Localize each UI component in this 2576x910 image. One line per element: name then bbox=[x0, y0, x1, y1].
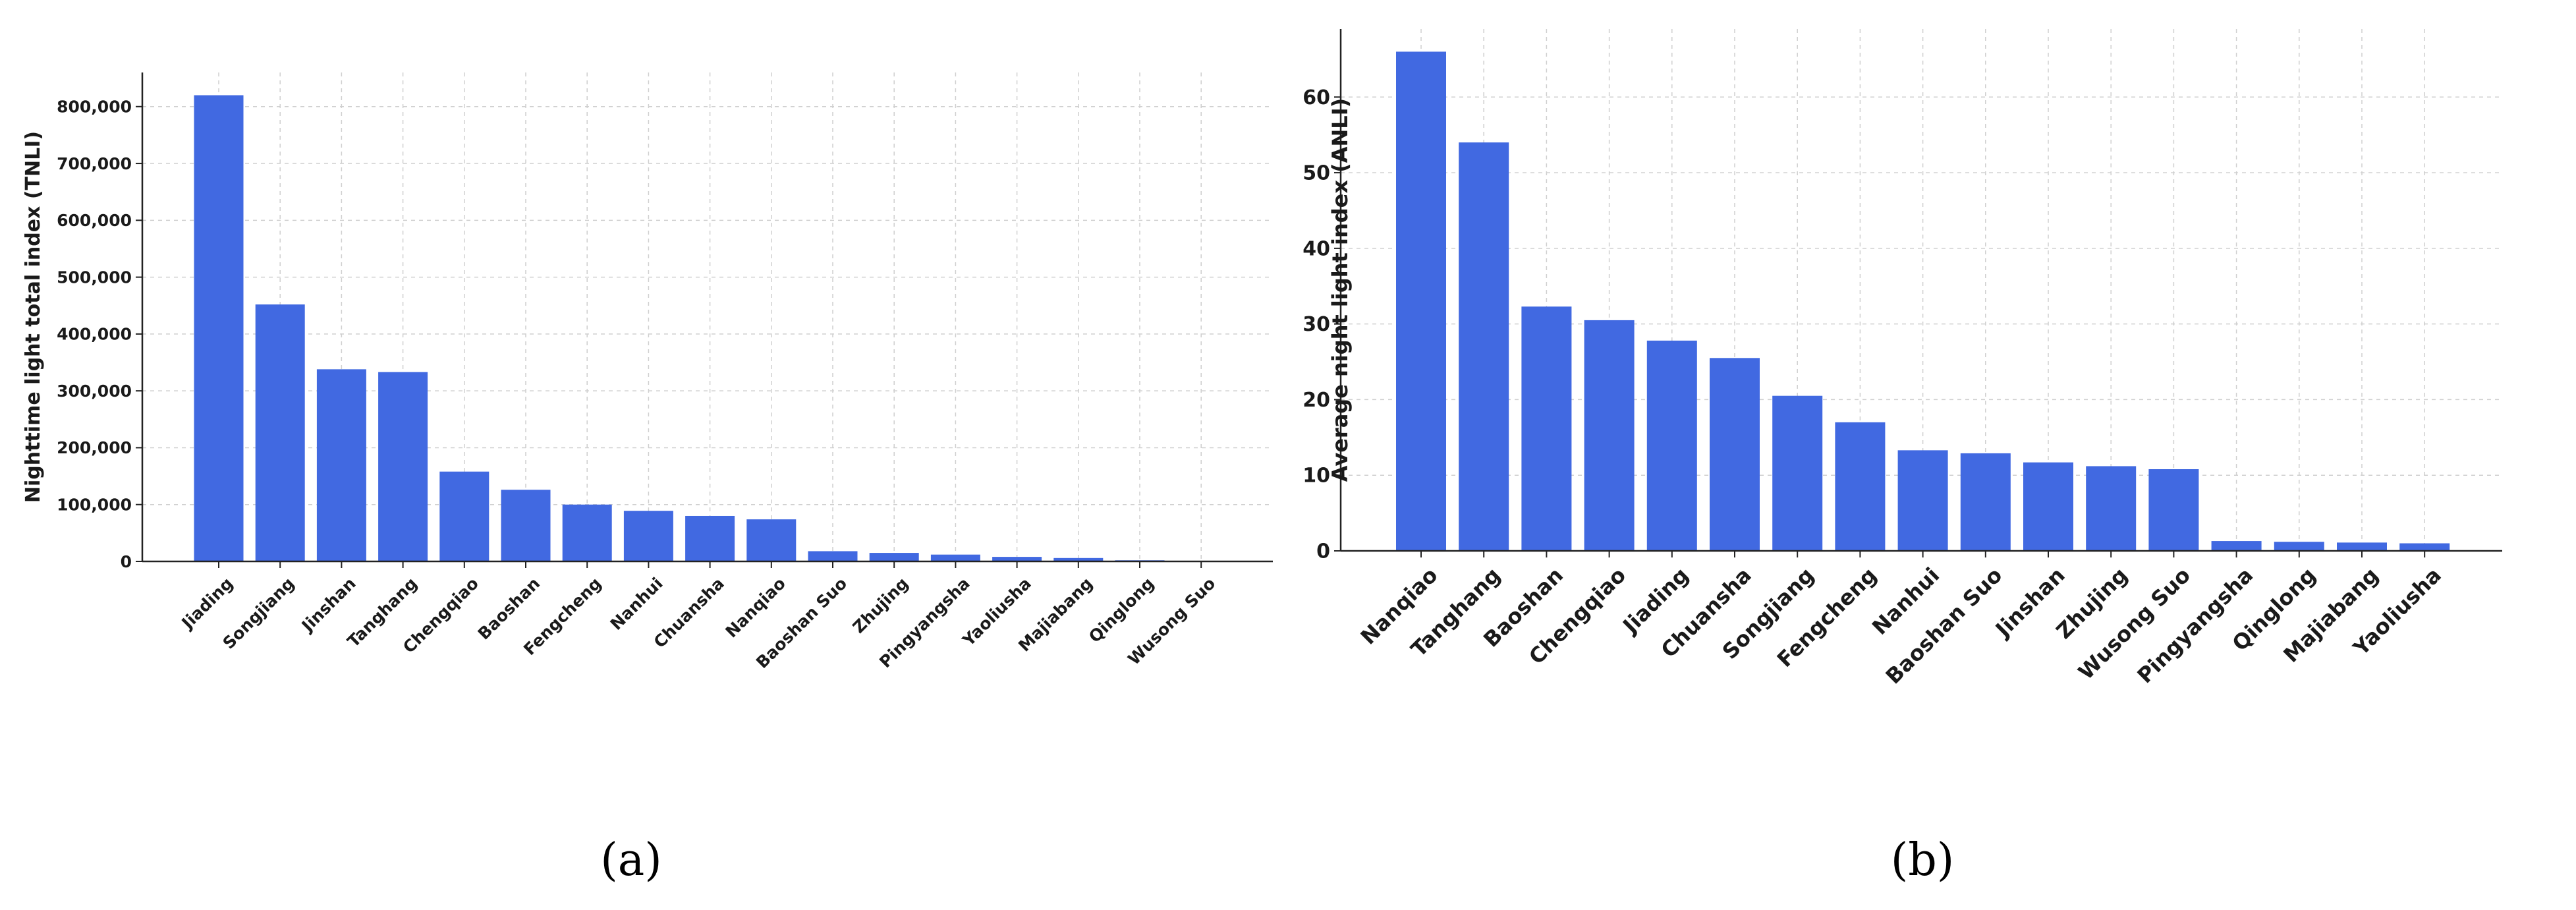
y-tick-label: 0 bbox=[121, 552, 132, 571]
bar-chengqiao bbox=[1584, 320, 1635, 551]
x-tick-label: Nanhui bbox=[607, 574, 667, 634]
y-tick-label: 20 bbox=[1302, 389, 1330, 412]
bar-baoshan-suo bbox=[1960, 453, 2011, 551]
chart-panel-b: 0102030405060NanqiaoTanghangBaoshanCheng… bbox=[1302, 29, 2502, 689]
bar-baoshan bbox=[501, 490, 551, 561]
bar-majiabang bbox=[1053, 557, 1104, 561]
x-tick-label: Pingyangsha bbox=[2133, 563, 2258, 689]
bar-jinshan bbox=[2023, 462, 2073, 551]
bar-yaoliusha bbox=[2399, 543, 2450, 551]
y-tick-label: 0 bbox=[1316, 540, 1330, 563]
bar-nanhui bbox=[1897, 450, 1948, 551]
bar-chengqiao bbox=[439, 471, 490, 561]
bar-pingyangsha bbox=[2211, 541, 2262, 551]
chart-panel-a: 0 100,000 200,000 300,000 400,000 500,000 600,… bbox=[22, 72, 1273, 672]
bar-baoshan-suo bbox=[808, 551, 858, 561]
y-tick-label: 50 bbox=[1302, 162, 1330, 185]
y-tick-label: 200,000 bbox=[57, 438, 132, 457]
bar-jiading bbox=[194, 95, 244, 562]
y-tick-label: 400,000 bbox=[57, 325, 132, 344]
bar-zhujing bbox=[2086, 466, 2137, 551]
y-tick-label: 100,000 bbox=[57, 495, 132, 514]
x-tick-label: Zhujing bbox=[849, 574, 912, 637]
bar-jinshan bbox=[316, 369, 366, 561]
bar-chuansha bbox=[1710, 358, 1760, 551]
y-tick-label: 500,000 bbox=[57, 268, 132, 287]
bar-nanqiao bbox=[746, 519, 797, 561]
bar-chuansha bbox=[685, 515, 735, 561]
x-tick-label: Wusong Suo bbox=[2073, 563, 2195, 685]
y-tick-label: 40 bbox=[1302, 237, 1330, 260]
y-tick-label: 60 bbox=[1302, 86, 1330, 109]
bar-qinglong bbox=[2274, 542, 2324, 551]
bar-songjiang bbox=[1772, 395, 1823, 551]
panel-label-b: (b) bbox=[1891, 834, 1955, 886]
y-axis-title: Nighttime light total index (TNLI) bbox=[22, 131, 45, 503]
x-tick-label: Baoshan Suo bbox=[1881, 563, 2007, 689]
bar-tanghang bbox=[378, 372, 428, 561]
bar-baoshan bbox=[1521, 306, 1572, 551]
bar-tanghang bbox=[1459, 142, 1509, 551]
bar-wusong-suo bbox=[2148, 469, 2199, 551]
bar-fengcheng bbox=[562, 504, 612, 561]
bar-majiabang bbox=[2337, 542, 2387, 551]
y-tick-label: 800,000 bbox=[57, 98, 132, 117]
bar-nanqiao bbox=[1396, 51, 1446, 551]
y-tick-label: 30 bbox=[1302, 313, 1330, 336]
bar-fengcheng bbox=[1835, 422, 1886, 551]
y-tick-label: 600,000 bbox=[57, 211, 132, 230]
panel-label-a: (a) bbox=[600, 834, 662, 886]
bar-songjiang bbox=[255, 304, 305, 561]
y-tick-label: 300,000 bbox=[57, 382, 132, 401]
bar-jiading bbox=[1646, 340, 1697, 551]
bar-zhujing bbox=[869, 553, 919, 561]
y-tick-label: 10 bbox=[1302, 465, 1330, 488]
bar-pingyangsha bbox=[930, 554, 980, 561]
y-axis-title: Average night light index (ANLI) bbox=[1328, 98, 1353, 482]
x-tick-label: Jiading bbox=[177, 574, 237, 633]
y-tick-label: 700,000 bbox=[57, 154, 132, 173]
bar-yaoliusha bbox=[992, 557, 1042, 561]
x-tick-label: Jinshan bbox=[297, 574, 360, 637]
bar-nanhui bbox=[623, 511, 673, 561]
